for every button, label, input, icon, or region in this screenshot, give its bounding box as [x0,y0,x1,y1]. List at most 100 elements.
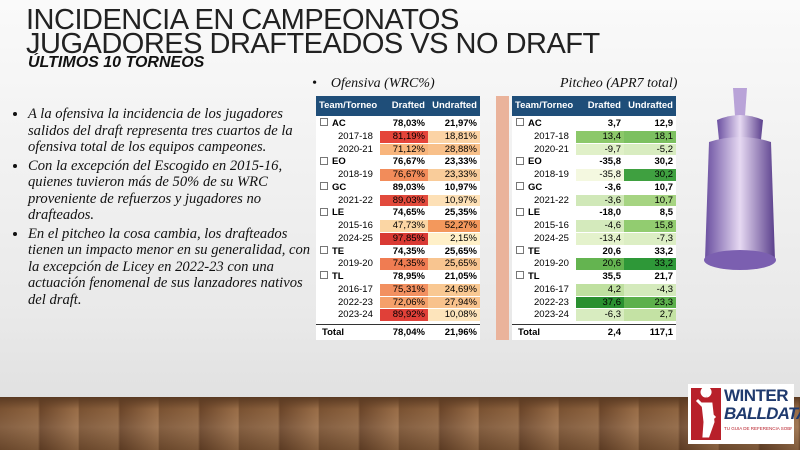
header-cell: Undrafted [432,100,477,111]
value-cell: 78,04% [380,325,428,341]
row-label-cell: TL [316,271,380,284]
group-row: TL 78,95% 21,05% [316,271,480,284]
value: 35,5 [602,271,622,282]
value: 30,2 [654,169,674,180]
value: 10,08% [444,309,477,321]
value-cell: -3,6 [576,182,624,195]
value: 23,33% [444,169,477,180]
row-label-cell: 2019-20 [316,258,380,271]
row-label-cell: 2015-16 [316,220,380,233]
logo-tagline: TU GUIA DE REFERENCIA SOBRE BEISBOL [724,426,792,431]
row-label: GC [332,181,347,193]
value-cell: 27,94% [428,296,480,310]
row-label-cell: 2016-17 [316,284,380,297]
season-row: 2023-24 -6,3 2,7 [512,309,676,322]
value-cell: 81,19% [380,130,428,144]
header-row: Team/Torneo Drafted Undrafted [512,96,676,116]
value: 78,04% [392,327,425,338]
value-cell: 33,2 [624,258,676,271]
header-cell: Team/Torneo [515,100,574,111]
row-label: 2015-16 [534,220,569,231]
logo-text: BALLDATA [724,404,800,423]
value: 30,2 [654,156,674,168]
value-cell: -3,6 [576,194,624,208]
value: -3,6 [604,181,621,193]
value-cell: -13,4 [576,232,624,246]
row-label: Total [322,327,344,338]
row-label-cell: 2021-22 [512,195,576,208]
season-row: 2019-20 20,6 33,2 [512,258,676,271]
row-label-cell: 2022-23 [512,297,576,310]
value-cell: -9,7 [576,143,624,157]
row-label: TE [332,245,345,257]
bullet: Con la excepción del Escogido en 2015-16… [28,158,324,224]
season-row: 2017-18 13,4 18,1 [512,130,676,144]
value-cell: 78,95% [380,271,428,284]
table: Team/Torneo Drafted Undrafted AC 3,7 12,9 2017… [512,96,676,340]
group-row: GC -3,6 10,7 [512,182,676,195]
value: 23,3 [654,296,674,308]
season-row: 2022-23 72,06% 27,94% [316,296,480,310]
value-cell: -18,0 [576,207,624,220]
title-line: JUGADORES DRAFTEADOS VS NO DRAFT [26,28,600,60]
value: 21,7 [654,271,674,282]
subtitle: ÚLTIMOS 10 TORNEOS [28,54,205,71]
value-cell: 2,4 [576,325,624,341]
value: 10,7 [654,181,674,193]
value-cell: 2,15% [428,232,480,246]
value: 74,35% [392,245,425,257]
value-cell: -35,8 [576,156,624,169]
divider [496,96,509,340]
value-cell: 78,03% [380,118,428,131]
row-label-cell: TE [512,246,576,259]
value-cell: 3,7 [576,118,624,131]
value: 33,2 [654,245,674,257]
row-label-cell: 2017-18 [316,131,380,144]
value: 3,7 [607,118,621,129]
value: 27,94% [444,296,477,308]
collapse-icon [516,271,524,280]
value: 12,9 [654,118,674,129]
value: 28,88% [444,143,477,155]
value-cell: 71,12% [380,143,428,157]
row-label-cell: 2021-22 [316,195,380,208]
value-cell: 15,8 [624,220,676,233]
season-row: 2015-16 -4,6 15,8 [512,220,676,233]
value: 33,2 [654,258,674,270]
value: 74,35% [392,258,425,270]
value-cell: 23,3 [624,296,676,310]
value: 24,69% [444,283,477,295]
group-row: EO -35,8 30,2 [512,156,676,169]
value: 10,97% [444,181,477,193]
value-cell: 75,31% [380,283,428,297]
row-label: 2023-24 [534,309,569,321]
season-row: 2015-16 47,73% 52,27% [316,220,480,233]
value-cell: 2,7 [624,309,676,322]
row-label: 2019-20 [534,258,569,270]
value-cell: 52,27% [428,220,480,233]
value-cell: 30,2 [624,169,676,182]
row-label-cell: 2017-18 [512,131,576,144]
value: 117,1 [649,327,673,338]
row-label-cell: EO [512,156,576,169]
value: 18,1 [654,130,674,142]
heading-text: Ofensiva (WRC%) [330,76,435,91]
value-cell: 30,2 [624,156,676,169]
row-label: 2022-23 [534,296,569,308]
value: 72,06% [392,296,425,308]
collapse-icon [320,207,328,216]
value-cell: 10,7 [624,182,676,195]
row-label: Total [518,327,540,338]
row-label-cell: AC [316,118,380,131]
group-row: TE 20,6 33,2 [512,246,676,259]
season-row: 2021-22 89,03% 10,97% [316,194,480,208]
value-cell: 21,7 [624,271,676,284]
value-cell: 25,35% [428,207,480,220]
row-label: 2023-24 [338,309,373,321]
row-label: EO [528,156,542,168]
value: 25,65% [444,245,477,257]
value: -3,6 [604,194,621,206]
value-cell: 21,97% [428,118,480,131]
row-label-cell: 2018-19 [512,169,576,182]
